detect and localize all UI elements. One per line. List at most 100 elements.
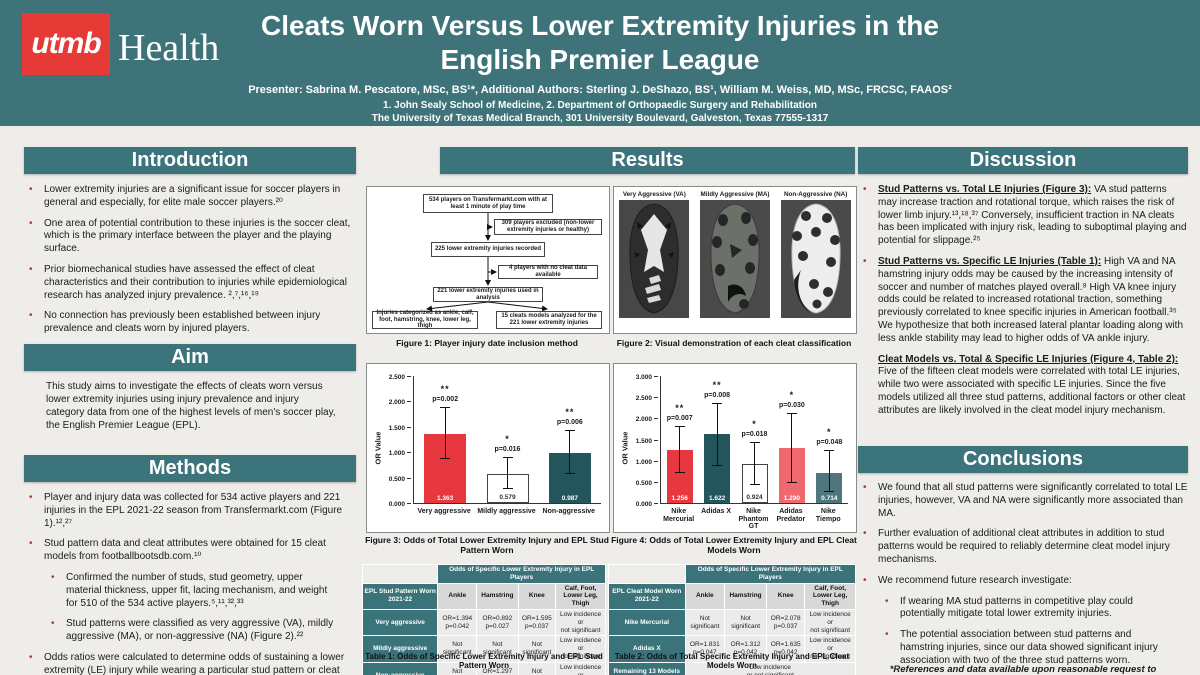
flow-box-no-cleat-data: 4 players with no cleat data available [498,265,598,279]
y-tick-mark [654,418,658,420]
table-col-header: Knee [766,582,806,610]
error-bar [569,431,571,475]
injury-inclusion-flowchart: 534 players on Transfermarkt.com with at… [368,188,608,332]
table-row-header: EPL Cleat Model Worn 2021-22 [608,582,686,610]
error-bar-cap [824,491,835,493]
table-cell: OR=0.892 p=0.027 [476,608,519,637]
references-note: *References and data available upon reas… [889,664,1157,675]
poster-title-line2: English Premier League [440,44,760,75]
x-category-label: Very aggressive [417,508,471,515]
discussion-item-3-lead: Cleat Models vs. Total & Specific LE Inj… [878,353,1179,365]
error-bar-cap [712,464,723,466]
table-corner [608,564,686,584]
y-tick-label: 0.000 [635,501,652,508]
discussion-item-3-text: Five of the fifteen cleat models were co… [878,366,1186,416]
x-category-label: Nike Mercurial [663,508,695,523]
x-category-label: Adidas Predator [776,508,806,523]
bar-value-label: 0.924 [746,494,763,501]
table2-container: Odds of Specific Lower Extremity Injury … [608,564,857,675]
y-tick-label: 3.000 [635,374,652,381]
y-tick-label: 2.000 [388,399,405,407]
table-row-label: Nike Mercurial [608,608,686,637]
poster-title-line1: Cleats Worn Versus Lower Extremity Injur… [261,10,939,41]
table-cell: Not significant [724,608,768,637]
figure4-x-labels: Nike Mercurial Adidas X Nike Phantom GT Adi… [660,506,848,530]
error-bar-cap [749,441,760,443]
table1-caption: Table 1: Odds of Specific Lower Extremit… [365,652,603,670]
methods-subbullet-2: Stud patterns were classified as very ag… [46,618,356,644]
cleat-va: Very Aggressive (VA) [617,191,691,323]
table-cell: Low incidence or not significant [555,608,606,637]
utmb-logo-word: Health [118,27,220,69]
conclusions-subbullet-2: The potential association between stud p… [880,629,1188,667]
figure4-chart: OR Value 0.000 0.500 1.000 1.500 2.000 2.500 3… [613,363,857,533]
bar-value-label: 0.987 [561,495,578,502]
bar-value-label: 1.622 [708,495,726,502]
error-bar-cap [564,473,575,475]
flow-box-categories: Injuries categorized as ankle, calf, foo… [372,310,478,329]
error-bar [716,403,718,466]
bar-value-label: 1.290 [783,495,801,502]
error-bar-cap [712,402,723,404]
y-tick-label: 2.500 [635,395,652,403]
y-tick-mark [654,397,658,399]
error-bar-cap [502,487,513,489]
table-cell: Low incidence or not significant [555,661,606,675]
y-tick-mark [654,481,658,483]
table-row-label: Adidas X [608,635,686,663]
methods-bullet-3: Odds ratios were calculated to determine… [24,652,356,675]
intro-bullet-2: One area of potential contribution to th… [24,218,356,256]
error-bar-cap [674,425,685,427]
section-header-aim: Aim [24,344,356,371]
table-span-header: Odds of Specific Lower Extremity Injury … [437,564,606,584]
flow-box-models: 15 cleats models analyzed for the 221 lo… [496,311,602,329]
table-cell: Not significant [517,661,557,675]
flow-box-excluded: 309 players excluded (non-lower extremit… [494,219,602,235]
y-tick-mark [407,401,411,403]
y-tick-label: 2.500 [388,374,405,381]
table2-caption: Table 2: Odds of Total Specific Extremit… [614,652,850,670]
p-value-label: p=0.008 [704,391,731,399]
table-row-label: Non-aggressive [361,661,439,675]
bar-value-label: 1.363 [437,495,454,502]
discussion-item-2: Stud Patterns vs. Specific LE Injuries (… [858,256,1188,346]
y-tick-mark [654,376,658,377]
utmb-logo-text: utmb [31,27,101,60]
table-col-header: Ankle [437,582,478,610]
x-category-label: Mildly aggressive [477,508,536,515]
cleat-ma-label: Mildly Aggressive (MA) [700,191,770,198]
table-span-cell: Low incidence or not significant [684,661,857,675]
error-bar-cap [674,472,685,474]
table-col-header: Hamstring [724,582,768,610]
intro-bullet-3: Prior biomechanical studies have assesse… [24,264,356,302]
y-tick-label: 1.500 [635,437,652,445]
cleat-na-photo [780,200,851,318]
y-tick-label: 0.500 [635,479,652,487]
y-tick-label: 0.500 [388,475,405,483]
discussion-item-2-text: High VA and NA hamstring injury odds may… [878,255,1184,344]
cleat-ma-photo [699,200,770,318]
p-value-label: p=0.016 [494,445,521,453]
y-tick-label: 0.000 [388,501,405,508]
y-tick-mark [654,460,658,462]
p-value-label: p=0.018 [741,430,768,438]
y-tick-label: 1.000 [388,450,405,458]
figure4-plot: 1.256 p=0.007 ** 1.622 p=0.008 ** 0.924 p=0.018… [660,376,848,504]
error-bar [507,457,508,489]
intro-bullet-1: Lower extremity injuries are a significa… [24,184,356,210]
table2: Odds of Specific Lower Extremity Injury … [608,564,857,675]
table-cell: OR=1.595 p=0.037 [517,608,557,637]
y-tick-label: 1.000 [635,458,652,466]
table-col-header: Hamstring [476,582,519,610]
flowchart-arrows [426,213,548,312]
significance-marker: * [752,418,757,429]
discussion-item-1-lead: Stud Patterns vs. Total LE Injuries (Fig… [878,184,1092,195]
cleat-photos: Very Aggressive (VA) Mildly Aggressive (… [614,187,856,333]
error-bar [828,450,830,493]
table-cell: OR=2.078 p=0.037 [766,608,806,637]
table-cell: Low incidence or not significant [804,635,856,663]
figure3-plot: 1.363 p=0.002 ** 0.579 p=0.016 * 0.987 p=0.006 *… [413,376,601,504]
x-category-label: Nike Tiempo [815,508,841,523]
table-cell: OR=1.831 p=0.047 [684,635,726,663]
affiliation-line1: 1. John Sealy School of Medicine, 2. Dep… [383,100,817,111]
